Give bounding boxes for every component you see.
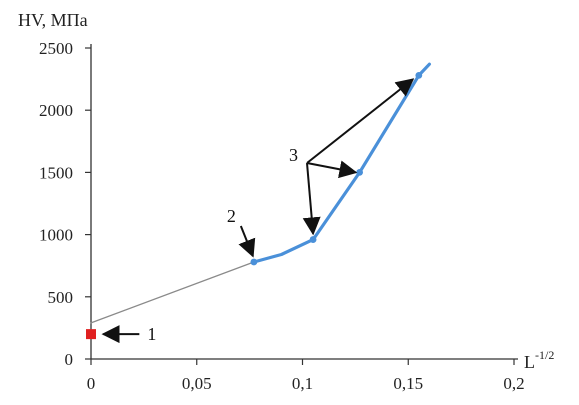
annotation-2-label: 2 — [227, 206, 236, 226]
data-point — [356, 169, 364, 176]
annotation-3-arrow — [302, 162, 321, 236]
x-axis-label-base: L — [524, 352, 535, 372]
data-point — [250, 258, 258, 266]
data-point — [415, 71, 423, 79]
annotation-2-arrow — [238, 225, 256, 258]
y-tick-label: 2000 — [39, 101, 73, 120]
hardness-curve — [252, 62, 431, 264]
data-point — [309, 236, 317, 243]
y-tick-label: 500 — [48, 288, 74, 307]
y-tick-label: 0 — [65, 350, 74, 369]
annotation-3-arrow — [306, 78, 415, 164]
y-tick-label: 1500 — [39, 163, 73, 182]
x-tick-label: 0,15 — [393, 374, 423, 393]
x-tick-label: 0,2 — [503, 374, 524, 393]
data-point-square — [86, 329, 96, 340]
x-tick-label: 0 — [87, 374, 96, 393]
annotation-3-arrow — [306, 160, 358, 179]
y-tick-label: 2500 — [39, 39, 73, 58]
y-axis-label: HV, МПа — [18, 10, 88, 30]
annotation-3-label: 3 — [289, 145, 298, 165]
annotation-1-label: 1 — [147, 324, 156, 344]
extrapolation-line — [90, 261, 255, 324]
x-axis-label-exponent: -1/2 — [535, 348, 554, 362]
x-axis-label: L-1/2 — [524, 348, 554, 372]
x-tick-label: 0,1 — [292, 374, 313, 393]
y-tick-label: 1000 — [39, 226, 73, 245]
x-tick-label: 0,05 — [182, 374, 212, 393]
chart-axes — [90, 44, 518, 360]
